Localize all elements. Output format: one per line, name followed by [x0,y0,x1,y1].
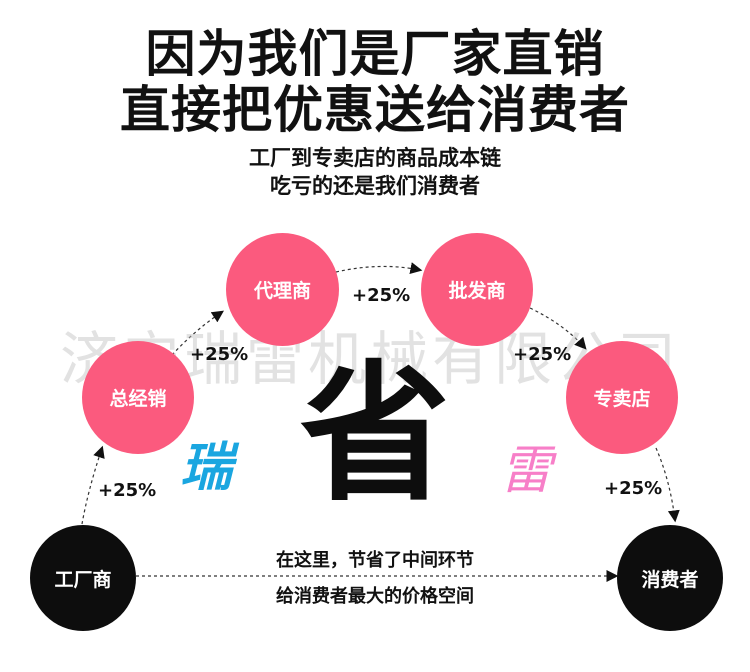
arrow-factory-to-distributor [81,445,105,525]
node-general-distributor: 总经销 [82,341,194,454]
node-consumer: 消费者 [617,525,723,631]
bottom-text-line2: 给消费者最大的价格空间 [276,586,474,607]
markup-label: +25% [352,285,411,306]
markup-label: +25% [98,480,157,501]
node-store: 专卖店 [566,341,678,454]
subtitle-line1: 工厂到专卖店的商品成本链 [249,146,501,170]
arrow-store-to-consumer [655,447,680,523]
markup-label: +25% [190,344,249,365]
arrow-distributor-to-agent [171,310,224,356]
node-agent: 代理商 [226,233,339,346]
node-factory: 工厂商 [30,525,136,631]
center-character: 省 [300,348,451,522]
bottom-text-line1: 在这里，节省了中间环节 [276,550,474,571]
node-wholesaler: 批发商 [421,233,533,346]
headline-line1: 因为我们是厂家直销 [145,25,605,83]
markup-label: +25% [604,478,663,499]
subtitle-line2: 吃亏的还是我们消费者 [270,174,480,198]
brand-char-left: 瑞 [180,437,233,498]
arrow-wholesaler-to-store [529,307,587,350]
headline-line2: 直接把优惠送给消费者 [120,81,630,139]
markup-label: +25% [513,344,572,365]
arrow-agent-to-wholesaler [335,262,423,275]
brand-char-right: 雷 [500,441,553,501]
